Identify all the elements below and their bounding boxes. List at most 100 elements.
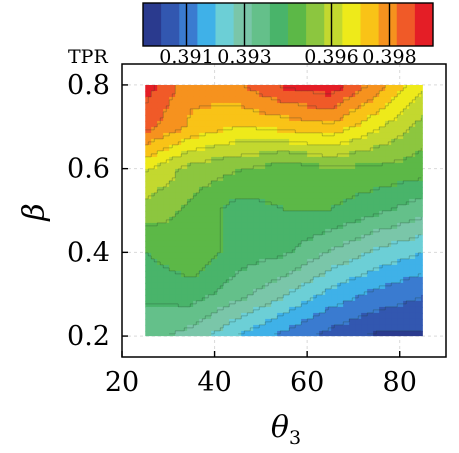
contour-cell [301, 270, 308, 278]
contour-cell [163, 234, 170, 242]
contour-cell [367, 270, 374, 278]
contour-cell [235, 216, 242, 224]
contour-cell [205, 174, 212, 182]
contour-cell [259, 300, 266, 308]
contour-cell [211, 96, 218, 104]
contour-cell [355, 174, 362, 182]
contour-cell [397, 156, 404, 164]
contour-cell [253, 138, 260, 146]
contour-cell [163, 144, 170, 152]
contour-cell [181, 114, 188, 122]
contour-cell [307, 186, 314, 194]
contour-cell [187, 156, 194, 164]
contour-cell [295, 222, 302, 230]
contour-cell [313, 288, 320, 296]
contour-cell [349, 228, 356, 236]
contour-cell [241, 300, 248, 308]
contour-cell [217, 144, 224, 152]
contour-cell [337, 198, 344, 206]
contour-cell [253, 156, 260, 164]
contour-cell [163, 258, 170, 266]
contour-cell [397, 114, 404, 122]
contour-cell [355, 318, 362, 326]
contour-cell [175, 204, 182, 212]
contour-cell [283, 234, 290, 242]
contour-cell [415, 246, 422, 254]
contour-cell [289, 258, 296, 266]
contour-cell [175, 150, 182, 158]
contour-cell [385, 114, 392, 122]
contour-cell [415, 150, 422, 158]
contour-cell [325, 270, 332, 278]
contour-cell [223, 108, 230, 116]
contour-cell [163, 288, 170, 296]
contour-cell [181, 180, 188, 188]
contour-cell [289, 192, 296, 200]
contour-cell [199, 210, 206, 218]
contour-cell [391, 126, 398, 134]
contour-cell [391, 168, 398, 176]
contour-cell [211, 126, 218, 134]
contour-cell [169, 240, 176, 248]
contour-cell [385, 120, 392, 128]
contour-cell [199, 252, 206, 260]
contour-cell [421, 108, 423, 116]
contour-cell [349, 168, 356, 176]
contour-cell [421, 204, 423, 212]
contour-cell [301, 216, 308, 224]
contour-cell [343, 294, 350, 302]
contour-cell [403, 174, 410, 182]
y-tick-label: 0.4 [67, 237, 110, 268]
contour-cell [397, 264, 404, 272]
contour-cell [277, 132, 284, 140]
contour-cell [367, 216, 374, 224]
contour-cell [289, 84, 296, 92]
contour-cell [343, 198, 350, 206]
contour-cell [157, 216, 164, 224]
contour-cell [331, 144, 338, 152]
contour-cell [271, 270, 278, 278]
contour-cell [163, 318, 170, 326]
contour-cell [271, 150, 278, 158]
contour-cell [205, 138, 212, 146]
contour-cell [175, 300, 182, 308]
contour-cell [259, 264, 266, 272]
contour-cell [397, 210, 404, 218]
contour-cell [361, 222, 368, 230]
contour-cell [403, 270, 410, 278]
contour-cell [325, 84, 332, 92]
contour-cell [223, 168, 230, 176]
contour-cell [313, 156, 320, 164]
contour-cell [403, 198, 410, 206]
contour-cell [265, 186, 272, 194]
contour-cell [265, 270, 272, 278]
contour-cell [199, 132, 206, 140]
contour-cell [175, 144, 182, 152]
contour-cell [157, 234, 164, 242]
contour-cell [217, 222, 224, 230]
contour-cell [157, 300, 164, 308]
contour-cell [361, 162, 368, 170]
contour-cell [211, 222, 218, 230]
contour-cell [313, 102, 320, 110]
contour-cell [367, 330, 374, 337]
contour-cell [343, 276, 350, 284]
contour-cell [421, 138, 423, 146]
contour-cell [187, 150, 194, 158]
contour-cell [325, 324, 332, 332]
contour-cell [151, 198, 158, 206]
contour-cell [307, 282, 314, 290]
contour-cell [211, 234, 218, 242]
contour-cell [271, 294, 278, 302]
contour-cell [421, 156, 423, 164]
contour-cell [241, 180, 248, 188]
contour-cell [301, 294, 308, 302]
y-tick-label: 0.8 [67, 70, 110, 101]
colorbar-swatch [161, 3, 180, 46]
contour-cell [349, 270, 356, 278]
contour-cell [307, 192, 314, 200]
contour-cell [151, 270, 158, 278]
contour-cell [283, 138, 290, 146]
contour-cell [331, 324, 338, 332]
contour-cell [235, 90, 242, 98]
